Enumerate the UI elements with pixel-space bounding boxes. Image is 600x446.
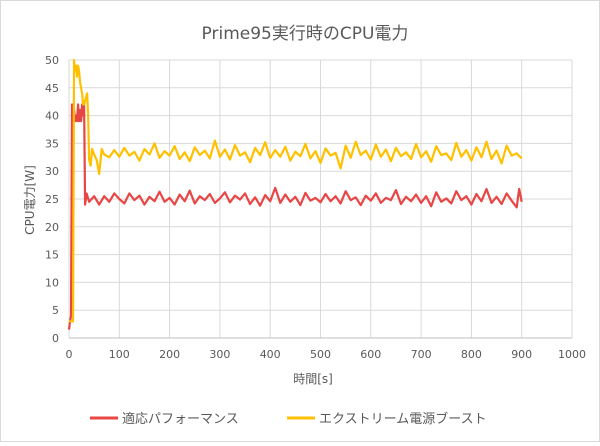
x-tick-label: 900: [511, 348, 532, 361]
series-line-2: [69, 58, 523, 323]
x-axis-label: 時間[s]: [293, 372, 333, 386]
x-tick-label: 800: [461, 348, 482, 361]
y-axis-label: CPU電力[W]: [23, 165, 37, 235]
x-tick-label: 400: [260, 348, 281, 361]
chart-title: Prime95実行時のCPU電力: [202, 24, 409, 44]
y-tick-label: 30: [45, 165, 59, 178]
y-tick-label: 5: [52, 304, 59, 317]
y-tick-label: 50: [45, 54, 59, 67]
y-tick-label: 25: [45, 193, 59, 206]
x-tick-label: 100: [109, 348, 130, 361]
x-tick-label: 200: [159, 348, 180, 361]
y-tick-label: 20: [45, 221, 59, 234]
y-tick-label: 35: [45, 137, 59, 150]
y-tick-label: 15: [45, 249, 59, 262]
x-tick-label: 500: [310, 348, 331, 361]
x-tick-label: 300: [209, 348, 230, 361]
x-tick-label: 600: [360, 348, 381, 361]
legend-label-series-2: エクストリーム電源ブースト: [319, 411, 487, 427]
y-tick-label: 0: [52, 332, 59, 345]
x-tick-label: 0: [66, 348, 73, 361]
y-tick-label: 10: [45, 276, 59, 289]
legend: 適応パフォーマンス エクストリーム電源ブースト: [90, 411, 487, 427]
legend-label-series-1: 適応パフォーマンス: [122, 411, 239, 427]
x-tick-label: 1000: [558, 348, 586, 361]
series-line-1: [67, 103, 523, 330]
y-tick-label: 45: [45, 82, 59, 95]
y-tick-label: 40: [45, 110, 59, 123]
x-tick-label: 700: [411, 348, 432, 361]
